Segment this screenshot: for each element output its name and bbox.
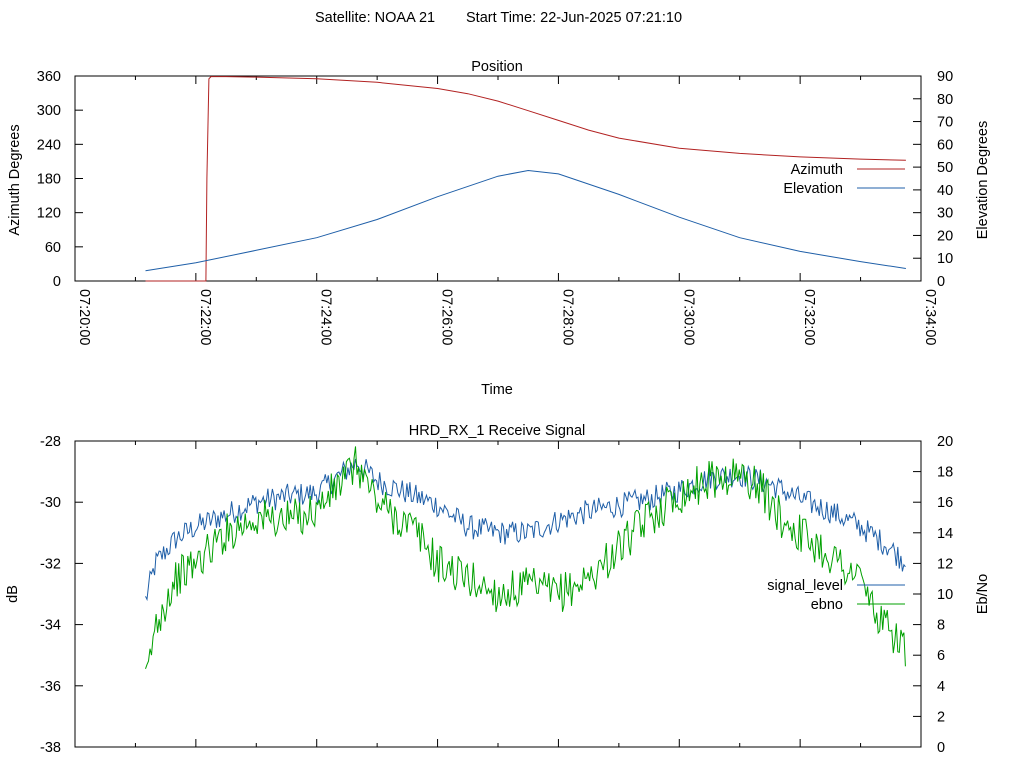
- position-xtick-label: 07:22:00: [197, 289, 213, 345]
- signal-series-signal-level: [145, 458, 906, 602]
- position-ytick-label: 60: [45, 240, 61, 256]
- position-xlabel: Time: [481, 382, 513, 398]
- position-y2tick-label: 70: [937, 115, 953, 131]
- signal-y2tick-label: 0: [937, 740, 945, 756]
- position-ylabel: Azimuth Degrees: [7, 124, 23, 235]
- signal-y2tick-label: 12: [937, 556, 953, 572]
- position-ytick-label: 180: [37, 172, 61, 188]
- position-y2tick-label: 30: [937, 206, 953, 222]
- position-y2tick-label: 20: [937, 228, 953, 244]
- signal-y2tick-label: 14: [937, 526, 953, 542]
- position-ticks: 07:20:00 07:22:00 07:24:00 07:26:00 07:28:00…: [37, 69, 953, 345]
- signal-chart: HRD_RX_1 Receive Signal dB Eb/No -38-36-…: [5, 423, 991, 756]
- position-xtick-label: 07:30:00: [680, 289, 696, 345]
- position-xtick-label: 07:32:00: [801, 289, 817, 345]
- position-y2tick-label: 0: [937, 274, 945, 290]
- signal-ytick-label: -34: [40, 618, 61, 634]
- position-xtick-label: 07:26:00: [439, 289, 455, 345]
- signal-ytick-label: -30: [40, 495, 61, 511]
- position-xtick-label: 07:20:00: [76, 289, 92, 345]
- signal-y2tick-label: 2: [937, 709, 945, 725]
- header-start-time: Start Time: 22-Jun-2025 07:21:10: [466, 10, 682, 26]
- signal-ylabel: dB: [5, 585, 21, 603]
- signal-ticks: -38 -36 -34 -32 -30 -28 0 2 4 6 8 10 12 14 16 18 20: [40, 434, 953, 756]
- position-y2tick-label: 60: [937, 137, 953, 153]
- position-xtick-label: 07:34:00: [922, 289, 938, 345]
- signal-series: [145, 446, 906, 669]
- position-y2tick-label: 80: [937, 92, 953, 108]
- signal-y2tick-label: 8: [937, 618, 945, 634]
- legend-signal-level-label: signal_level: [767, 578, 843, 594]
- signal-ytick-label: -28: [40, 434, 61, 450]
- signal-y2tick-label: 10: [937, 587, 953, 603]
- position-ytick-label: 360: [37, 69, 61, 85]
- signal-y2tick-label: 18: [937, 465, 953, 481]
- position-ytick-label: 240: [37, 137, 61, 153]
- signal-y2tick-label: 4: [937, 679, 945, 695]
- position-ytick-label: 0: [53, 274, 61, 290]
- position-ytick-label: 120: [37, 206, 61, 222]
- signal-ytick-label: -36: [40, 679, 61, 695]
- position-y2tick-label: 90: [937, 69, 953, 85]
- signal-legend: signal_level ebno: [767, 578, 905, 613]
- position-y2tick-label: 50: [937, 160, 953, 176]
- position-xtick-label: 07:28:00: [559, 289, 575, 345]
- position-y2tick-label: 40: [937, 183, 953, 199]
- position-xtick-label: 07:24:00: [318, 289, 334, 345]
- position-chart: Position Azimuth Degrees Elevation Degre…: [7, 59, 991, 398]
- signal-y2tick-label: 16: [937, 495, 953, 511]
- position-series-azimuth: [145, 76, 906, 282]
- signal-y2tick-label: 20: [937, 434, 953, 450]
- legend-elevation-label: Elevation: [783, 181, 843, 197]
- signal-ytick-label: -32: [40, 556, 61, 572]
- legend-ebno-label: ebno: [811, 597, 843, 613]
- position-title: Position: [471, 59, 523, 75]
- position-y2tick-label: 10: [937, 251, 953, 267]
- position-y2label: Elevation Degrees: [975, 121, 991, 240]
- signal-ytick-label: -38: [40, 740, 61, 756]
- signal-y2tick-label: 6: [937, 648, 945, 664]
- position-series-elevation: [145, 169, 906, 272]
- position-series: [145, 76, 906, 282]
- legend-azimuth-label: Azimuth: [791, 162, 843, 178]
- signal-series-ebno: [145, 446, 906, 669]
- position-legend: Azimuth Elevation: [783, 162, 905, 197]
- position-ytick-label: 300: [37, 103, 61, 119]
- header-satellite: Satellite: NOAA 21: [315, 10, 435, 26]
- signal-y2label: Eb/No: [975, 574, 991, 614]
- signal-title: HRD_RX_1 Receive Signal: [409, 423, 586, 439]
